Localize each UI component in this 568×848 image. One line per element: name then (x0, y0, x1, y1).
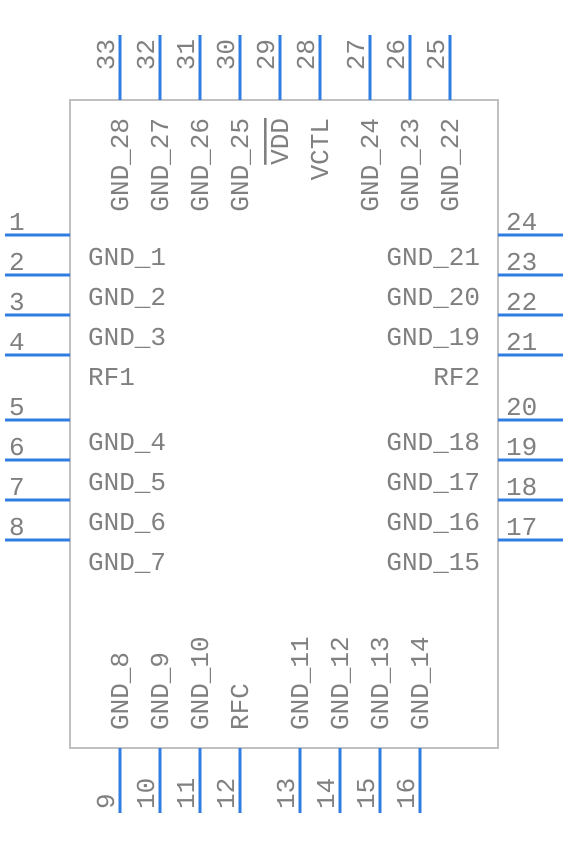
pin-label: GND_28 (106, 118, 136, 212)
pin-number: 29 (252, 39, 282, 70)
pin-number: 20 (506, 393, 537, 423)
pin-label: GND_10 (186, 636, 216, 730)
pin-number: 12 (212, 778, 242, 809)
pin-label: GND_22 (436, 118, 466, 212)
pin-label: RF2 (433, 363, 480, 393)
pin-label: RFC (226, 683, 256, 730)
pin-label: GND_14 (406, 636, 436, 730)
pin-number: 25 (422, 39, 452, 70)
pin-number: 15 (352, 778, 382, 809)
pin-number: 6 (9, 433, 25, 463)
pin-label: VDD (266, 118, 296, 165)
pin-label: GND_12 (326, 636, 356, 730)
pin-number: 5 (9, 393, 25, 423)
pin-label: GND_24 (356, 118, 386, 212)
pin-label: GND_17 (386, 468, 480, 498)
pin-label: GND_19 (386, 323, 480, 353)
pin-label: GND_21 (386, 243, 480, 273)
pin-label: GND_27 (146, 118, 176, 212)
pin-number: 3 (9, 288, 25, 318)
pin-number: 1 (9, 208, 25, 238)
pin-number: 26 (382, 39, 412, 70)
pin-number: 17 (506, 513, 537, 543)
pin-label: GND_9 (146, 652, 176, 730)
pin-label: GND_25 (226, 118, 256, 212)
pin-label: RF1 (88, 363, 135, 393)
pin-label: GND_23 (396, 118, 426, 212)
pin-number: 11 (172, 778, 202, 809)
pin-number: 9 (92, 793, 122, 809)
pin-label: VCTL (306, 118, 336, 180)
pin-number: 21 (506, 328, 537, 358)
pin-number: 10 (132, 778, 162, 809)
pin-number: 24 (506, 208, 537, 238)
pin-number: 23 (506, 248, 537, 278)
pin-number: 22 (506, 288, 537, 318)
pin-number: 32 (132, 39, 162, 70)
pin-label: GND_2 (88, 283, 166, 313)
pin-label: GND_18 (386, 428, 480, 458)
pin-label: GND_26 (186, 118, 216, 212)
pin-label: GND_4 (88, 428, 166, 458)
pin-number: 31 (172, 39, 202, 70)
pin-number: 30 (212, 39, 242, 70)
pin-number: 19 (506, 433, 537, 463)
pin-number: 16 (392, 778, 422, 809)
pin-label: GND_7 (88, 548, 166, 578)
pin-label: GND_11 (286, 636, 316, 730)
pin-number: 33 (92, 39, 122, 70)
pin-label: GND_3 (88, 323, 166, 353)
pin-number: 28 (292, 39, 322, 70)
pin-label: GND_1 (88, 243, 166, 273)
pin-number: 27 (342, 39, 372, 70)
pin-number: 4 (9, 328, 25, 358)
pin-label: GND_20 (386, 283, 480, 313)
ic-pinout-diagram: 1GND_12GND_23GND_34RF15GND_46GND_57GND_6… (0, 0, 568, 848)
pin-label: GND_13 (366, 636, 396, 730)
pin-number: 18 (506, 473, 537, 503)
pin-number: 14 (312, 778, 342, 809)
pin-label: GND_16 (386, 508, 480, 538)
pin-number: 2 (9, 248, 25, 278)
pin-label: GND_5 (88, 468, 166, 498)
pin-number: 7 (9, 473, 25, 503)
pin-label: GND_6 (88, 508, 166, 538)
pin-number: 8 (9, 513, 25, 543)
pin-number: 13 (272, 778, 302, 809)
pin-label: GND_8 (106, 652, 136, 730)
pin-label: GND_15 (386, 548, 480, 578)
